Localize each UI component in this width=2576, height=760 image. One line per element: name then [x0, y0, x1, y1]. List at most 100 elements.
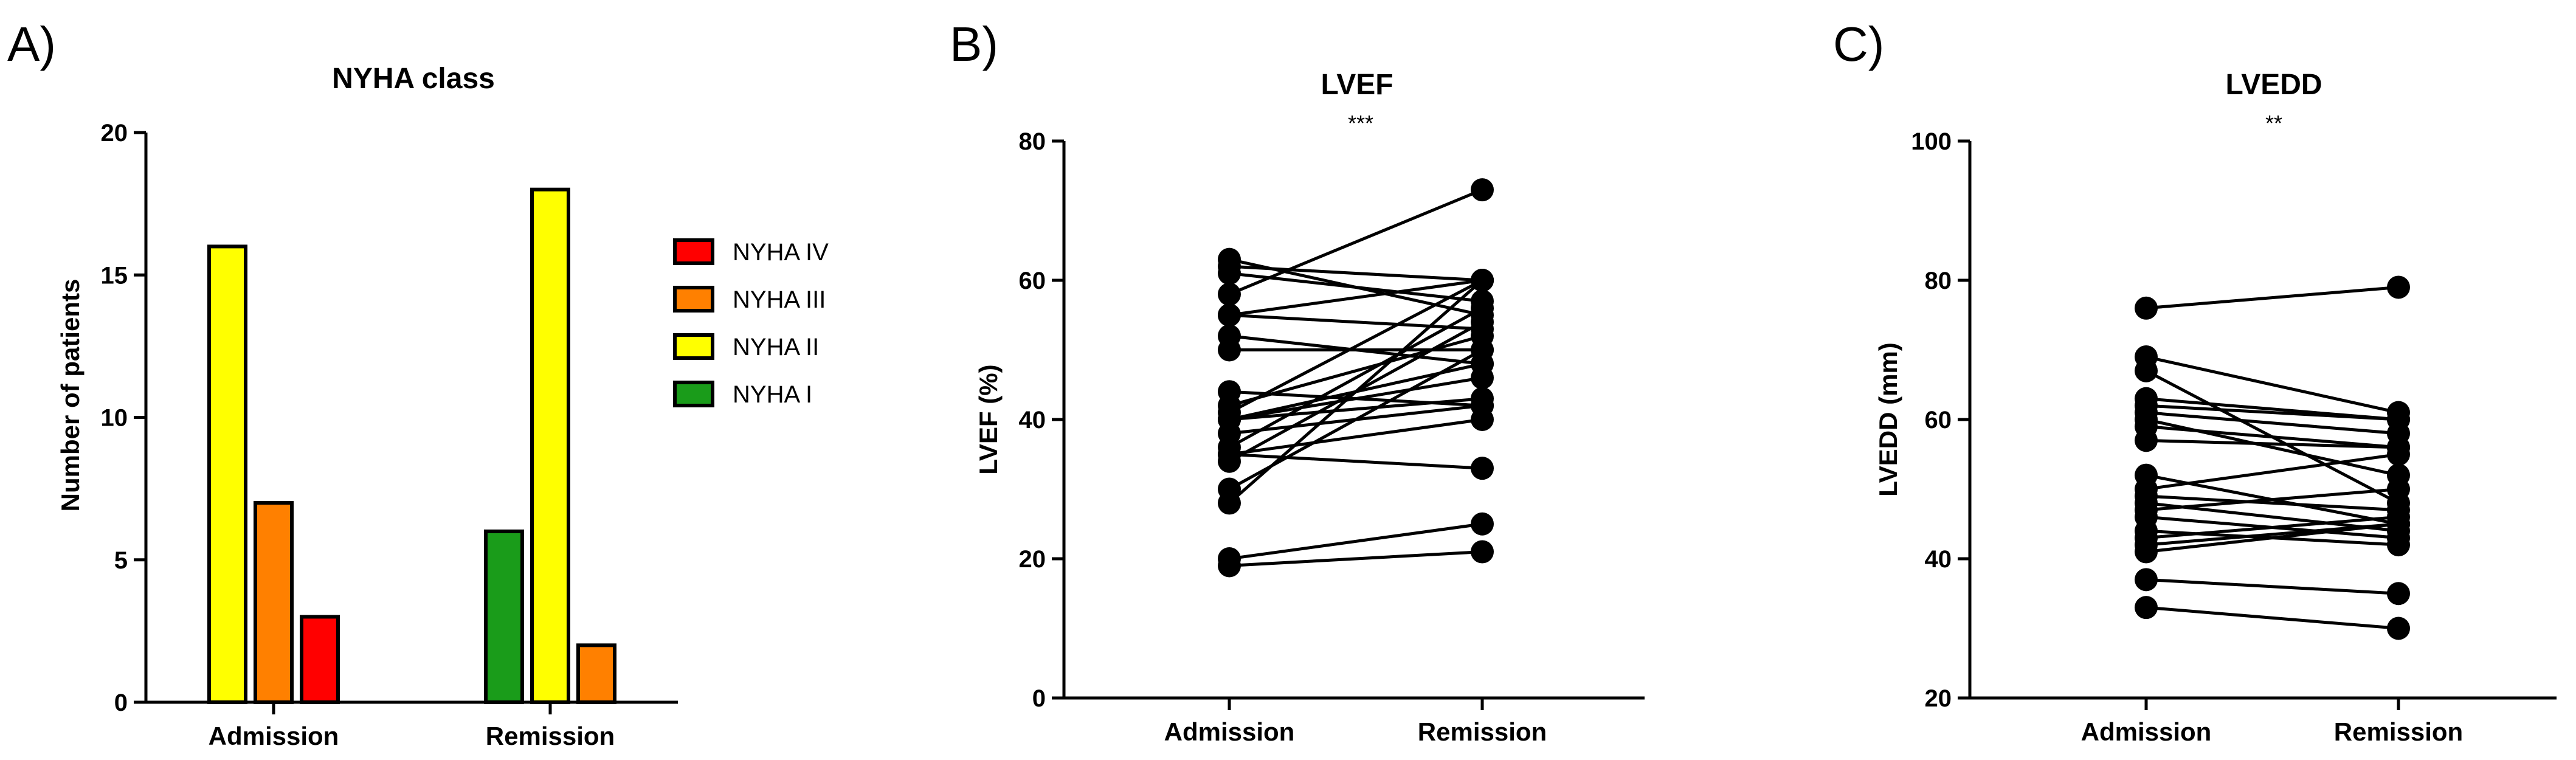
panel-a-y-tick-label: 20 — [101, 120, 128, 147]
panel-b-remission-point — [1471, 408, 1494, 431]
panel-c-pair-line — [2146, 488, 2399, 512]
panel-c-y-tick-label: 20 — [1925, 685, 1952, 712]
panel-c-pair-line — [2146, 424, 2399, 449]
panel-b-y-axis: 0 20 40 60 80 — [1019, 128, 1046, 712]
panel-b-y-tick-label: 20 — [1019, 546, 1046, 573]
bar-nyha-ii-remission — [530, 187, 570, 704]
panel-c-remission-point — [2387, 617, 2410, 640]
panel-a-axes — [134, 131, 678, 714]
panel-c-significance: ** — [2265, 111, 2282, 136]
panel-c-pair-line — [2146, 452, 2399, 491]
panel-c-x-axis: Admission Remission — [2081, 717, 2464, 746]
panel-b-pair-line — [1228, 306, 1483, 449]
panel-c-remission-point — [2387, 512, 2410, 536]
panel-a-title: NYHA class — [332, 63, 495, 95]
panel-b-remission-point — [1471, 457, 1494, 480]
bar-nyha-iii-remission — [576, 643, 616, 705]
panel-c-admission-point — [2135, 596, 2158, 620]
panel-b-axes — [1052, 139, 1645, 710]
panel-a-x-tick-label: Admission — [209, 722, 339, 750]
panel-c-admission-point — [2135, 568, 2158, 592]
panel-b-pair-line — [1229, 278, 1483, 317]
panel-a-legend: NYHA IV NYHA III NYHA II NYHA I — [673, 238, 829, 408]
panel-b-remission-point — [1471, 269, 1494, 292]
panel-c-points — [2135, 275, 2410, 640]
panel-a-y-tick-label: 15 — [101, 262, 128, 289]
panel-a-y-tick-label: 0 — [114, 689, 128, 716]
panel-c-pair-line — [2146, 522, 2399, 554]
panel-b-y-tick-label: 80 — [1019, 128, 1046, 155]
panel-c-y-tick-label: 60 — [1925, 407, 1952, 434]
panel-c-remission-point — [2387, 533, 2410, 557]
panel-b-ylabel: LVEF (%) — [974, 364, 1003, 474]
panel-c-label: C) — [1833, 17, 1884, 71]
panel-b-pair-line — [1229, 188, 1483, 296]
bar-nyha-iii-admission — [254, 501, 294, 704]
panel-b-pair-line — [1229, 313, 1483, 331]
panel-b-pair-line — [1229, 452, 1483, 470]
panel-b-points — [1218, 178, 1494, 578]
panel-c-lines — [2145, 285, 2400, 630]
panel-b-pair-line — [1229, 264, 1483, 282]
panel-c-ylabel: LVEDD (mm) — [1874, 342, 1902, 497]
panel-c-pair-line — [2146, 411, 2399, 435]
panel-c-axes — [1958, 139, 2557, 710]
panel-c: C) LVEDD ** LVEDD (mm) 20 40 60 80 100 Admis… — [1833, 17, 2557, 746]
panel-c-x-tick-label: Remission — [2334, 717, 2463, 746]
panel-b-lines — [1228, 188, 1483, 567]
panel-b-remission-point — [1471, 512, 1494, 536]
panel-b-pair-line — [1229, 550, 1483, 567]
panel-b-title: LVEF — [1321, 69, 1393, 101]
panel-b-pair-line — [1228, 278, 1483, 414]
panel-c-admission-point — [2135, 540, 2158, 564]
panel-b-label: B) — [950, 17, 998, 71]
panel-b-pair-line — [1229, 522, 1483, 561]
bar-nyha-i-remission — [484, 529, 524, 705]
panel-b-admission-point — [1218, 282, 1241, 306]
panel-c-pair-line — [2146, 438, 2399, 449]
panel-b-pair-line — [1229, 397, 1483, 421]
panel-a-x-axis: Admission Remission — [209, 722, 615, 750]
panel-a-label: A) — [7, 17, 56, 71]
panel-b-x-tick-label: Admission — [1164, 717, 1295, 746]
panel-b-y-tick-label: 0 — [1032, 685, 1046, 712]
legend-label-nyha-iv: NYHA IV — [733, 239, 829, 266]
panel-c-remission-point — [2387, 443, 2410, 466]
panel-c-y-axis: 20 40 60 80 100 — [1911, 128, 1952, 712]
panel-b-pair-line — [1229, 418, 1483, 456]
panel-b-y-tick-label: 60 — [1019, 268, 1046, 294]
panel-c-x-tick-label: Admission — [2081, 717, 2212, 746]
legend-swatch-nyha-iii — [673, 286, 714, 313]
panel-b-remission-point — [1471, 310, 1494, 334]
panel-c-pair-line — [2146, 578, 2399, 595]
panel-b-pair-line — [1228, 279, 1483, 505]
panel-a: A) NYHA class Number of patients 0 5 10 15 2… — [7, 17, 829, 750]
panel-c-pair-line — [2146, 515, 2399, 540]
legend-swatch-nyha-i — [673, 381, 714, 407]
panel-a-y-tick-label: 10 — [101, 405, 128, 432]
panel-c-title: LVEDD — [2225, 69, 2322, 101]
panel-b-significance: *** — [1348, 111, 1373, 136]
panel-a-y-axis: 0 5 10 15 20 — [101, 120, 128, 716]
panel-b-admission-point — [1218, 554, 1241, 578]
legend-swatch-nyha-iv — [673, 238, 714, 265]
panel-c-remission-point — [2387, 477, 2410, 501]
panel-b-admission-point — [1218, 303, 1241, 327]
legend-label-nyha-iii: NYHA III — [733, 286, 826, 313]
bar-nyha-iv-admission — [300, 615, 340, 705]
panel-c-y-tick-label: 80 — [1925, 268, 1952, 294]
panel-b-pair-line — [1229, 376, 1483, 421]
panel-b-remission-point — [1471, 178, 1494, 202]
panel-b-admission-point — [1218, 491, 1241, 515]
panel-b-remission-point — [1471, 338, 1494, 362]
panel-b-remission-point — [1471, 366, 1494, 390]
panel-b-x-tick-label: Remission — [1418, 717, 1547, 746]
panel-c-pair-line — [2146, 606, 2399, 630]
panel-b-admission-point — [1218, 261, 1241, 285]
panel-b-remission-point — [1471, 540, 1494, 564]
panel-c-y-tick-label: 40 — [1925, 546, 1952, 573]
panel-c-pair-line — [2146, 404, 2399, 421]
legend-label-nyha-i: NYHA I — [733, 381, 812, 408]
panel-b-admission-point — [1218, 449, 1241, 473]
